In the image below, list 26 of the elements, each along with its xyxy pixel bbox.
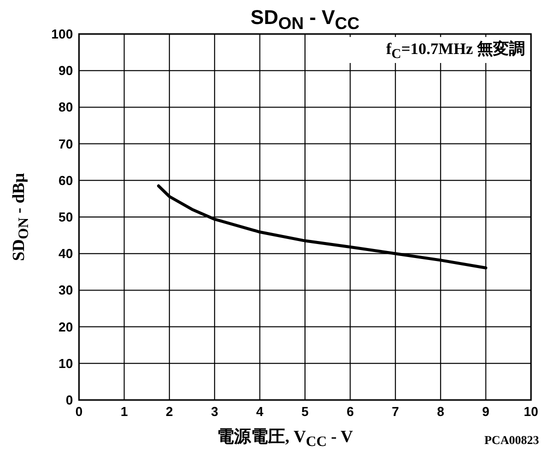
x-tick-label: 3 — [210, 404, 218, 419]
x-tick-label: 10 — [524, 404, 538, 419]
x-tick-label: 4 — [256, 404, 264, 419]
x-tick-label: 5 — [301, 404, 309, 419]
y-tick-label: 100 — [51, 26, 73, 42]
y-tick-label: 80 — [58, 100, 73, 115]
y-tick-label: 60 — [58, 172, 73, 188]
annotation: f$_{C}$=10.7MHz 無変調 — [386, 41, 525, 62]
x-tick-label: 7 — [392, 404, 400, 419]
y-tick-label: 40 — [58, 246, 73, 262]
y-tick-label: 20 — [58, 319, 73, 334]
x-tick-label: 6 — [346, 404, 354, 419]
x-tick-label: 9 — [482, 404, 490, 419]
x-tick-label: 1 — [120, 404, 128, 419]
xlabel: 電源電圧, V$_{CC}$ - V — [217, 427, 353, 450]
title: SD$_{ON}$ - V$_{CC}$ — [250, 7, 360, 34]
x-tick-label: 8 — [436, 404, 444, 419]
x-tick-label: 2 — [166, 404, 174, 419]
x-tick-label: 0 — [75, 404, 83, 419]
y-tick-label: 50 — [58, 210, 73, 224]
annotation: PCA00823 — [484, 433, 539, 447]
y-tick-label: 30 — [58, 282, 73, 298]
y-tick-label: 70 — [58, 136, 73, 152]
y-tick-label: 90 — [58, 63, 73, 78]
y-tick-label: 0 — [66, 392, 73, 408]
y-tick-label: 10 — [58, 356, 73, 371]
